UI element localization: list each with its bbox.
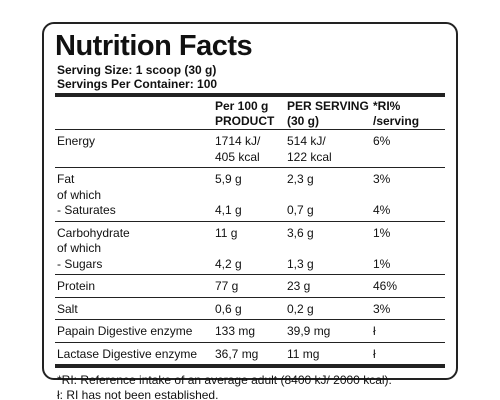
nutrient-name: Papain Digestive enzyme	[57, 324, 193, 338]
nutrient-name: - Sugars	[57, 256, 103, 271]
nutrient-value: 405 kcal	[215, 149, 260, 164]
nutrient-value: 122 kcal	[287, 149, 332, 164]
divider	[55, 167, 445, 168]
nutrient-value: 1%	[373, 225, 391, 240]
nutrient-value: 11 g	[215, 225, 238, 240]
divider	[55, 364, 445, 368]
serving-info: Serving Size: 1 scoop (30 g)	[57, 63, 217, 77]
nutrient-value: 11 mg	[287, 346, 320, 361]
column-header: *RI%	[373, 99, 401, 113]
column-header: PER SERVING	[287, 99, 369, 113]
nutrient-value: 0,7 g	[287, 203, 314, 217]
footnote: *RI: Reference intake of an average adul…	[57, 373, 392, 387]
divider	[55, 341, 445, 343]
nutrient-value: 3%	[373, 172, 391, 186]
serving-info: Servings Per Container: 100	[57, 77, 218, 91]
nutrient-value: 77 g	[215, 279, 239, 293]
nutrient-value: 4%	[373, 203, 391, 217]
divider	[55, 129, 445, 130]
nutrient-name: Fat	[57, 172, 75, 186]
nutrient-value: 514 kJ/	[287, 134, 326, 148]
label-border	[42, 22, 458, 380]
nutrient-value: 39,9 mg	[287, 324, 331, 338]
nutrient-value: 6%	[373, 134, 391, 148]
divider	[55, 296, 445, 298]
nutrient-value: 3%	[373, 301, 391, 316]
nutrient-value: 4,2 g	[215, 256, 242, 271]
column-header: (30 g)	[287, 114, 320, 128]
nutrient-value: 46%	[373, 279, 398, 293]
title: Nutrition Facts	[55, 30, 253, 62]
nutrient-value: 5,9 g	[215, 172, 242, 186]
nutrient-value: 36,7 mg	[215, 346, 259, 361]
nutrient-value: 1,3 g	[287, 256, 314, 271]
nutrient-value: 23 g	[287, 279, 311, 293]
divider	[55, 274, 445, 275]
nutrient-value: ł	[373, 346, 376, 361]
nutrient-name: Salt	[57, 301, 78, 316]
nutrient-name: Energy	[57, 134, 96, 148]
column-header: PRODUCT	[215, 114, 275, 128]
column-header: /serving	[373, 114, 420, 128]
nutrient-value: ł	[373, 324, 376, 338]
nutrient-value: 3,6 g	[287, 225, 314, 240]
divider	[55, 220, 445, 222]
nutrient-name: Lactase Digestive enzyme	[57, 346, 198, 361]
nutrient-name: of which	[57, 241, 102, 255]
nutrient-name: - Saturates	[57, 203, 116, 217]
nutrient-name: Protein	[57, 279, 96, 293]
nutrient-value: 133 mg	[215, 324, 256, 338]
nutrient-value: 4,1 g	[215, 203, 242, 217]
nutrient-name: Carbohydrate	[57, 225, 130, 240]
nutrient-value: 1%	[373, 256, 391, 271]
column-header: Per 100 g	[215, 99, 269, 113]
nutrient-value: 0,6 g	[215, 301, 242, 316]
nutrient-value: 1714 kJ/	[215, 134, 261, 148]
nutrient-value: 0,2 g	[287, 301, 314, 316]
nutrient-name: of which	[57, 187, 102, 202]
nutrient-value: 2,3 g	[287, 172, 314, 186]
footnote: ł: RI has not been established.	[57, 388, 219, 400]
divider	[55, 93, 445, 97]
divider	[55, 319, 445, 320]
